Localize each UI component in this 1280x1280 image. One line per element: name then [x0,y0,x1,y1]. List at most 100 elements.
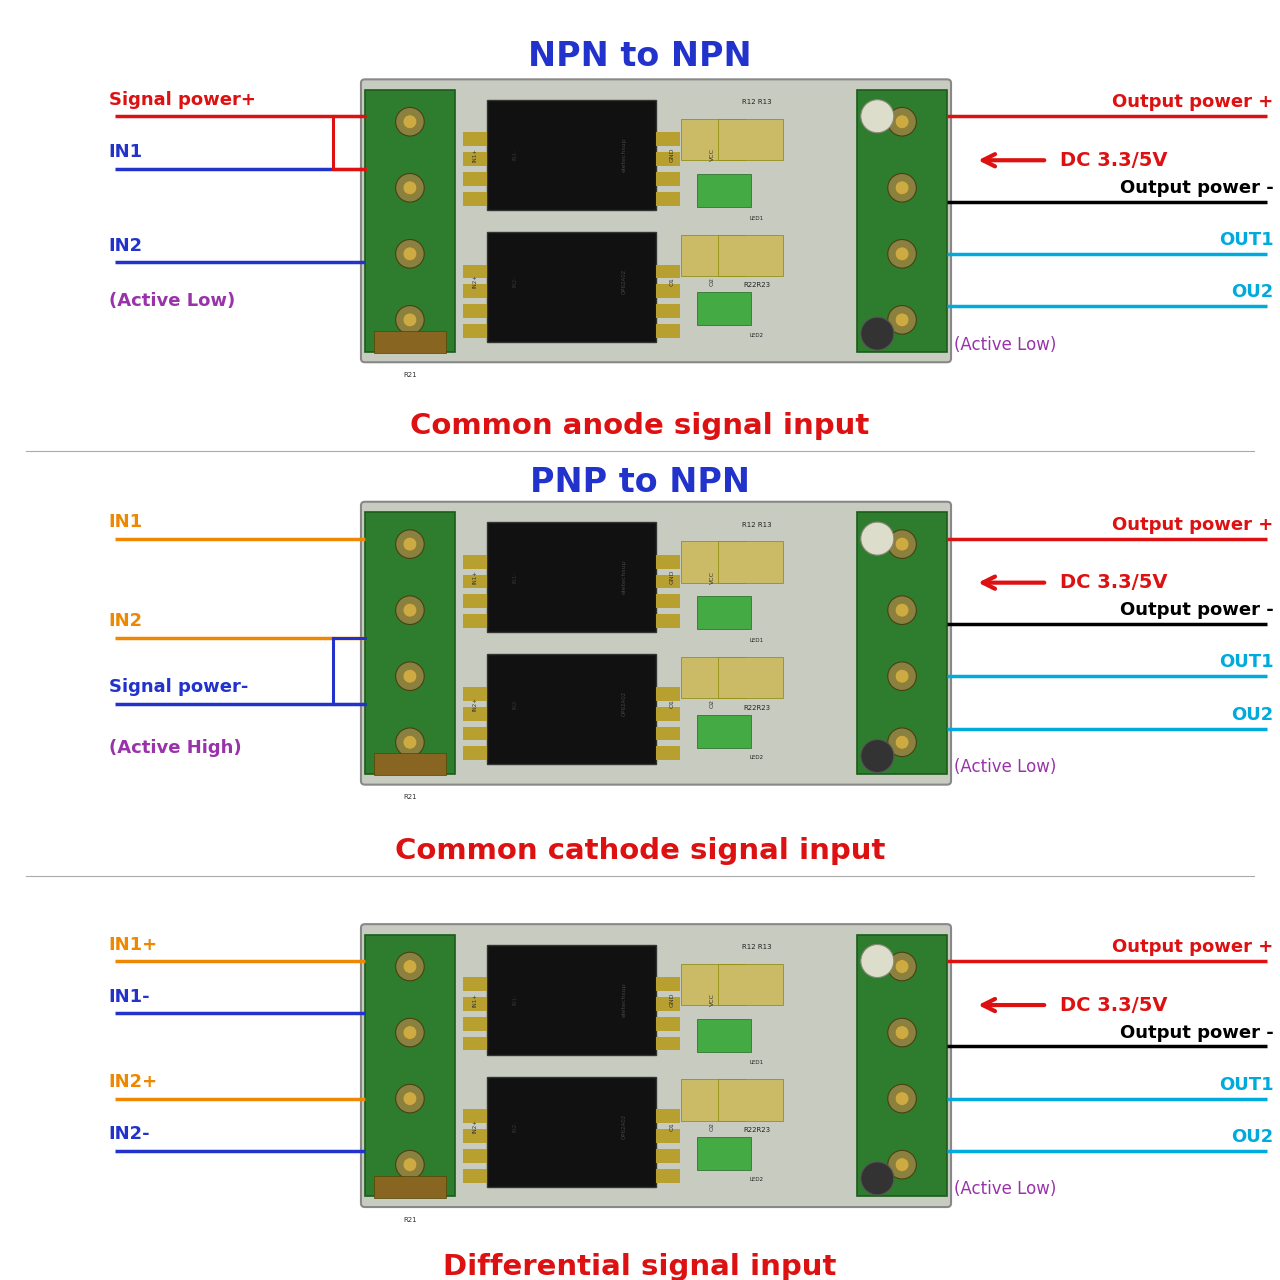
Circle shape [895,669,909,684]
Bar [463,305,488,317]
Text: VCC: VCC [709,993,714,1006]
Circle shape [888,952,916,980]
Circle shape [895,1158,909,1171]
Circle shape [895,1025,909,1039]
Bar [698,714,751,748]
Bar [374,1175,445,1198]
Text: (Active Low): (Active Low) [954,335,1056,353]
Circle shape [403,603,417,617]
Text: IN2: IN2 [109,612,143,630]
Text: Output power +: Output power + [1112,516,1274,534]
Circle shape [895,314,909,326]
Circle shape [396,108,424,136]
FancyBboxPatch shape [361,502,951,785]
Bar [657,305,680,317]
Text: Output power -: Output power - [1120,179,1274,197]
Text: OUT1: OUT1 [1219,232,1274,250]
Circle shape [888,596,916,625]
Text: R21: R21 [403,1217,417,1222]
Text: IN2+: IN2+ [472,696,477,710]
Bar [657,1016,680,1030]
Bar [463,192,488,206]
Text: OP62A02: OP62A02 [621,1114,626,1139]
Text: VCC: VCC [709,571,714,584]
Text: R22R23: R22R23 [742,1128,771,1133]
Circle shape [860,1162,893,1196]
Text: O1: O1 [669,276,675,285]
Circle shape [396,174,424,202]
Bar [856,934,947,1197]
Text: IN1+: IN1+ [472,992,477,1006]
Text: IN1: IN1 [109,143,143,161]
Circle shape [895,538,909,550]
Bar [463,554,488,568]
Bar [463,614,488,628]
Bar [856,512,947,774]
Circle shape [403,115,417,128]
Bar [463,1129,488,1143]
Circle shape [403,314,417,326]
Text: OUT1: OUT1 [1219,1076,1274,1094]
Text: IN2-: IN2- [109,1125,151,1143]
Bar [365,934,456,1197]
Circle shape [888,174,916,202]
Text: LED2: LED2 [749,755,764,760]
Text: LED1: LED1 [749,637,764,643]
Text: IN2: IN2 [109,237,143,255]
Text: (Active High): (Active High) [109,739,242,756]
Text: OP62A02: OP62A02 [621,691,626,717]
Bar [657,1037,680,1051]
Circle shape [895,736,909,749]
Circle shape [860,522,893,556]
Text: Common anode signal input: Common anode signal input [411,412,869,440]
Bar [488,522,657,632]
Text: R21: R21 [403,795,417,800]
Bar [488,1076,657,1187]
Text: O2: O2 [709,699,714,708]
Bar [365,512,456,774]
Circle shape [860,317,893,351]
Circle shape [888,239,916,268]
Text: Differential signal input: Differential signal input [443,1253,837,1280]
Text: DC 3.3/5V: DC 3.3/5V [1060,996,1167,1015]
Bar [463,1110,488,1123]
Circle shape [396,728,424,756]
Circle shape [888,728,916,756]
Text: IN2+: IN2+ [472,274,477,288]
Bar [718,657,782,699]
Text: O1: O1 [669,699,675,708]
Bar [681,657,745,699]
Text: R21: R21 [403,372,417,378]
Text: LED2: LED2 [749,333,764,338]
Text: IN1+: IN1+ [109,936,157,954]
Bar [657,324,680,338]
Circle shape [895,247,909,261]
Text: Output power +: Output power + [1112,93,1274,111]
Circle shape [860,945,893,978]
Text: LED2: LED2 [749,1178,764,1183]
Circle shape [396,596,424,625]
Bar [718,964,782,1005]
Text: OU2: OU2 [1231,1128,1274,1146]
Bar [657,192,680,206]
Bar [698,292,751,325]
Bar [463,1037,488,1051]
Bar [657,594,680,608]
Bar [657,727,680,740]
Bar [718,541,782,582]
Bar [657,554,680,568]
Text: eletechsup: eletechsup [621,559,626,594]
Bar [463,152,488,166]
Text: O2: O2 [709,276,714,285]
Circle shape [895,1092,909,1106]
Bar [681,119,745,160]
Bar [718,119,782,160]
Circle shape [396,1019,424,1047]
FancyBboxPatch shape [361,79,951,362]
Bar [463,172,488,186]
Bar [657,575,680,589]
Bar [488,232,657,342]
Circle shape [396,952,424,980]
Bar [374,753,445,776]
Circle shape [895,960,909,973]
